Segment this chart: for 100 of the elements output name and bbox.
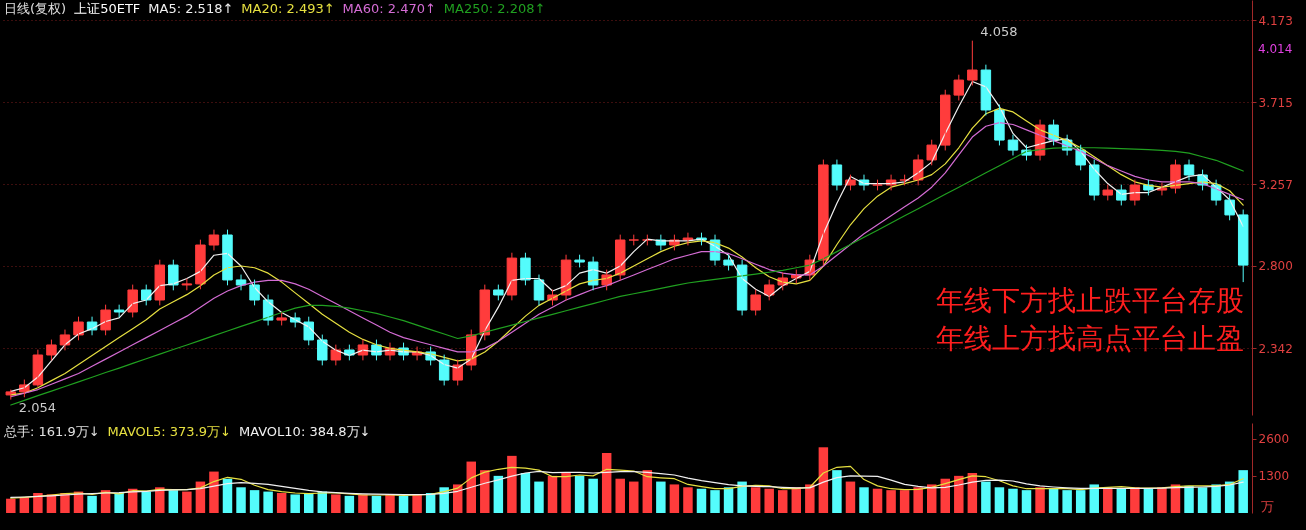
bar [818, 447, 829, 513]
bar [926, 484, 937, 513]
text: 4.014 [1258, 41, 1293, 56]
bar [994, 487, 1005, 513]
bar [141, 491, 151, 513]
y-axis-title: 万 [1260, 498, 1274, 514]
candlestick [493, 284, 504, 301]
bar [507, 455, 517, 513]
bar [601, 453, 612, 513]
bar [1103, 487, 1113, 513]
bar [872, 488, 883, 513]
y-tick-label: 3.715 [1258, 95, 1293, 110]
bar [331, 494, 341, 513]
bar [263, 491, 273, 513]
candlestick [168, 259, 179, 291]
candlestick [723, 254, 734, 271]
bar [1170, 484, 1181, 513]
candlestick [872, 179, 883, 191]
bar [710, 490, 720, 513]
candlestick [113, 304, 125, 318]
bar [764, 488, 774, 513]
bar [629, 481, 639, 513]
bar [371, 495, 382, 513]
chart-subtitle: 上证50ETF [74, 1, 141, 16]
candlestick [5, 389, 17, 401]
bar [87, 495, 97, 513]
bar [1008, 488, 1018, 513]
candlestick [154, 259, 166, 306]
bar [534, 481, 544, 513]
candlestick [317, 334, 328, 366]
bar [1211, 484, 1221, 513]
bar [1062, 490, 1072, 513]
bar [845, 481, 856, 513]
bar [249, 490, 260, 513]
bar [1184, 485, 1194, 513]
bar [290, 494, 300, 513]
bar [209, 471, 219, 513]
candlestick [642, 234, 653, 246]
chart-title: 日线(复权) [4, 1, 67, 16]
candlestick [330, 344, 342, 366]
bar [520, 473, 531, 513]
bar [412, 494, 422, 513]
bar [737, 481, 747, 513]
candlestick [222, 229, 233, 286]
bar [778, 490, 788, 513]
y-tick-label: 4.173 [1258, 13, 1293, 28]
candlestick [1088, 159, 1100, 201]
bar [750, 487, 761, 513]
bar [981, 481, 991, 513]
bar [859, 487, 869, 513]
y-tick-label: 3.257 [1258, 177, 1293, 192]
bar [1075, 490, 1086, 513]
bar [276, 493, 287, 513]
y-tick-label: 2.342 [1258, 341, 1293, 356]
text: MA60: 2.470↑ [342, 1, 436, 16]
bar [1021, 490, 1032, 513]
bar [168, 490, 179, 513]
bar [899, 490, 910, 513]
bar [683, 487, 693, 513]
candlestick [520, 252, 531, 286]
bar [805, 484, 815, 513]
bar [1116, 488, 1127, 513]
bar [114, 493, 124, 513]
candlestick [614, 234, 626, 281]
text: MAVOL10: 384.8万↓ [238, 424, 371, 439]
bar [33, 493, 43, 513]
bar [19, 497, 30, 513]
candlestick [100, 304, 111, 336]
candlestick [763, 279, 775, 301]
bar [222, 478, 233, 513]
bar [344, 495, 355, 513]
candlestick [574, 254, 585, 268]
bar [1157, 487, 1167, 513]
bar [669, 484, 680, 513]
annotation: 年线上方找高点平台止盈 [936, 322, 1244, 355]
text: MA20: 2.493↑ [241, 1, 335, 16]
bar [615, 478, 625, 513]
y-tick-label: 2600 [1258, 432, 1290, 447]
candlestick [452, 359, 463, 386]
candlestick [438, 354, 450, 386]
bar [358, 494, 368, 513]
bar [6, 498, 16, 513]
bar [642, 470, 653, 513]
candlestick [127, 284, 138, 318]
chart-title: 总手: 161.9万↓ [3, 424, 100, 439]
bar [954, 475, 964, 513]
candlestick [953, 74, 965, 101]
bar [1048, 488, 1059, 513]
candlestick [1102, 184, 1114, 201]
candlestick [940, 89, 951, 151]
text: MA250: 2.208↑ [443, 1, 546, 16]
candlestick [479, 284, 491, 341]
y-tick-label: 2.800 [1258, 259, 1293, 274]
annotation: 4.058 [980, 23, 1018, 39]
candlestick [750, 289, 761, 316]
bar [886, 490, 896, 513]
bar [155, 487, 165, 513]
bar [182, 491, 192, 513]
candlestick [249, 279, 260, 306]
bar [656, 481, 666, 513]
